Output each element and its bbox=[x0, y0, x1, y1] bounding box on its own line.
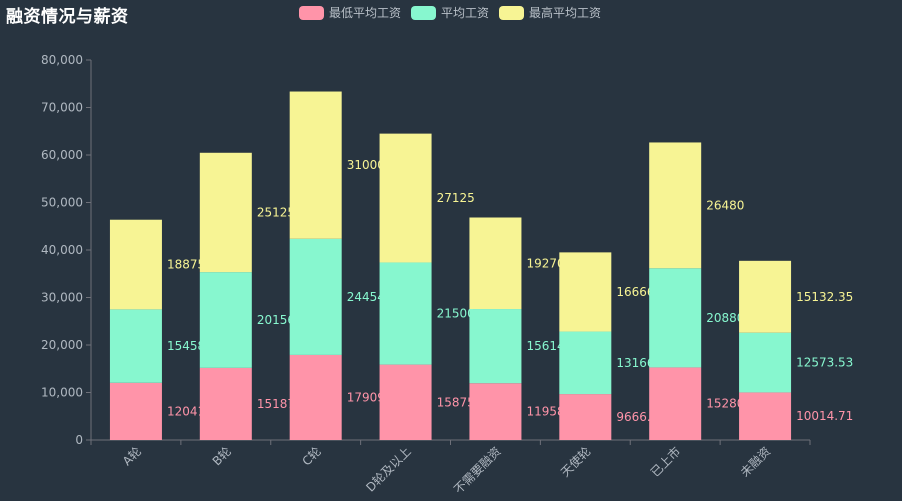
bar-segment bbox=[199, 152, 252, 273]
bar-segment bbox=[289, 354, 342, 440]
y-tick-label: 50,000 bbox=[41, 196, 83, 210]
bar-segment bbox=[199, 272, 252, 368]
bar-segment bbox=[739, 332, 792, 393]
data-label: 21500 bbox=[437, 307, 475, 321]
data-label: 15875 bbox=[437, 395, 475, 409]
bar-segment bbox=[379, 133, 432, 263]
legend-swatch-max bbox=[499, 5, 525, 20]
y-tick-label: 30,000 bbox=[41, 291, 83, 305]
bar-segment bbox=[109, 309, 162, 383]
data-label: 15458 bbox=[167, 339, 205, 353]
data-label: 15187 bbox=[257, 397, 295, 411]
bar-segment bbox=[109, 382, 162, 440]
bar-segment bbox=[739, 260, 792, 333]
y-tick-label: 80,000 bbox=[41, 53, 83, 67]
data-label: 12041 bbox=[167, 404, 205, 418]
bar-segment bbox=[559, 394, 612, 440]
chart-title: 融资情况与薪资 bbox=[6, 7, 129, 27]
x-tick-label: A轮 bbox=[120, 444, 144, 468]
x-tick-label: C轮 bbox=[299, 444, 323, 468]
bar-segment bbox=[649, 142, 702, 269]
y-tick-label: 20,000 bbox=[41, 338, 83, 352]
bar-segment bbox=[379, 262, 432, 365]
bar-segment bbox=[649, 268, 702, 368]
chart-legend: 最低平均工资 平均工资 最高平均工资 bbox=[299, 4, 601, 21]
data-label: 11958 bbox=[526, 405, 564, 419]
legend-label-min: 最低平均工资 bbox=[329, 6, 402, 20]
data-label: 26480 bbox=[706, 198, 744, 212]
bar-segment bbox=[649, 367, 702, 440]
bar-segment bbox=[109, 219, 162, 310]
legend-item-min[interactable]: 最低平均工资 bbox=[299, 4, 401, 21]
bar-segment bbox=[379, 364, 432, 440]
bar-segment bbox=[559, 252, 612, 332]
y-tick-label: 0 bbox=[75, 433, 83, 447]
data-label: 18875 bbox=[167, 258, 205, 272]
x-tick-label: D轮及以上 bbox=[363, 444, 413, 494]
data-label: 12573.53 bbox=[796, 356, 853, 370]
legend-item-avg[interactable]: 平均工资 bbox=[411, 4, 489, 21]
x-tick-label: 已上市 bbox=[647, 444, 683, 480]
legend-swatch-avg bbox=[411, 5, 437, 20]
legend-label-max: 最高平均工资 bbox=[529, 6, 602, 20]
data-label: 15280 bbox=[706, 397, 744, 411]
x-tick-label: B轮 bbox=[210, 444, 234, 468]
data-label: 15614 bbox=[526, 339, 564, 353]
data-label: 25125 bbox=[257, 205, 295, 219]
bar-segment bbox=[289, 91, 342, 239]
y-tick-label: 10,000 bbox=[41, 386, 83, 400]
bar-segment bbox=[559, 331, 612, 395]
bar-segment bbox=[289, 238, 342, 355]
data-label: 17909 bbox=[347, 390, 385, 404]
y-tick-label: 40,000 bbox=[41, 243, 83, 257]
y-tick-label: 60,000 bbox=[41, 148, 83, 162]
legend-swatch-min bbox=[299, 5, 324, 20]
data-label: 24454 bbox=[347, 290, 385, 304]
legend-label-avg: 平均工资 bbox=[441, 6, 490, 20]
data-label: 31000 bbox=[347, 158, 385, 172]
y-tick-label: 70,000 bbox=[41, 101, 83, 115]
bar-segment bbox=[469, 217, 522, 310]
data-label: 19270 bbox=[526, 256, 564, 270]
bar-segment bbox=[469, 383, 522, 440]
x-tick-label: 天使轮 bbox=[557, 444, 593, 480]
x-tick-label: 不需要融资 bbox=[451, 444, 503, 496]
data-label: 15132.35 bbox=[796, 290, 853, 304]
bar-segment bbox=[469, 309, 522, 384]
data-label: 20156 bbox=[257, 313, 295, 327]
data-label: 27125 bbox=[437, 191, 475, 205]
legend-item-max[interactable]: 最高平均工资 bbox=[499, 4, 601, 21]
x-tick-label: 未融资 bbox=[738, 444, 773, 479]
bar-segment bbox=[199, 367, 252, 440]
data-label: 20880 bbox=[706, 311, 744, 325]
bar-segment bbox=[739, 392, 792, 440]
data-label: 10014.71 bbox=[796, 409, 853, 423]
